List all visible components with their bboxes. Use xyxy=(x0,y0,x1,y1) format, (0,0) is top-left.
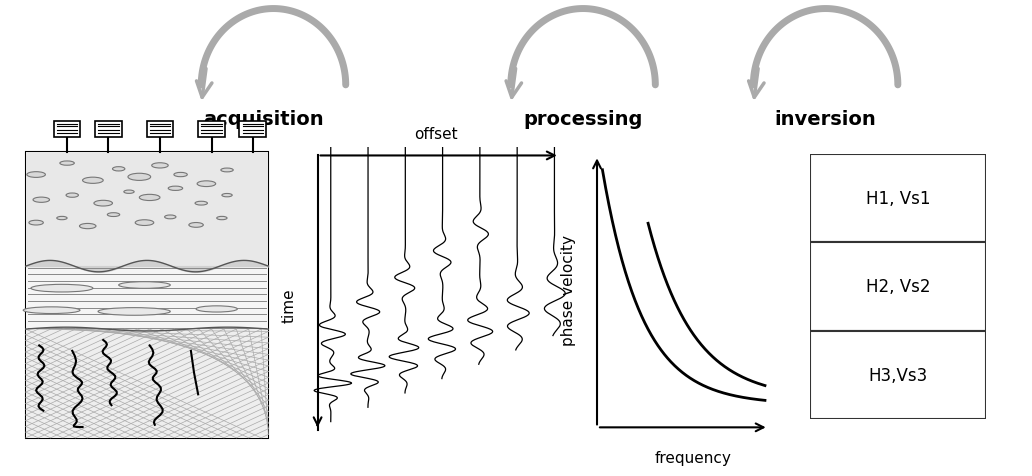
Text: inversion: inversion xyxy=(775,109,876,129)
Ellipse shape xyxy=(152,163,168,169)
Ellipse shape xyxy=(27,172,45,178)
Ellipse shape xyxy=(112,168,125,172)
Ellipse shape xyxy=(165,216,175,219)
Ellipse shape xyxy=(189,223,203,228)
Bar xyxy=(26,329,268,438)
Bar xyxy=(54,121,80,138)
Ellipse shape xyxy=(119,282,170,289)
Text: H1, Vs1: H1, Vs1 xyxy=(866,190,930,208)
Ellipse shape xyxy=(195,202,207,206)
Ellipse shape xyxy=(94,201,112,207)
Bar xyxy=(810,155,986,243)
Ellipse shape xyxy=(124,190,134,194)
Text: processing: processing xyxy=(523,109,643,129)
Ellipse shape xyxy=(217,217,227,220)
Bar xyxy=(239,121,266,138)
Ellipse shape xyxy=(31,285,93,292)
Ellipse shape xyxy=(57,217,67,220)
Ellipse shape xyxy=(196,306,237,312)
Text: time: time xyxy=(281,288,296,322)
Ellipse shape xyxy=(222,194,232,198)
Text: offset: offset xyxy=(414,127,458,142)
Ellipse shape xyxy=(79,224,96,229)
Ellipse shape xyxy=(168,187,183,191)
Ellipse shape xyxy=(60,162,74,166)
Ellipse shape xyxy=(139,195,160,201)
Ellipse shape xyxy=(173,173,188,178)
Ellipse shape xyxy=(128,174,151,181)
Ellipse shape xyxy=(107,213,120,217)
Text: acquisition: acquisition xyxy=(203,109,323,129)
Ellipse shape xyxy=(135,220,154,226)
Bar xyxy=(26,152,268,438)
Ellipse shape xyxy=(29,221,43,226)
Text: H3,Vs3: H3,Vs3 xyxy=(868,366,928,384)
Ellipse shape xyxy=(83,178,103,184)
Ellipse shape xyxy=(98,308,170,316)
Bar xyxy=(810,243,986,331)
Bar xyxy=(26,267,268,329)
Bar xyxy=(95,121,122,138)
Bar xyxy=(147,121,173,138)
Bar xyxy=(810,331,986,419)
Bar xyxy=(198,121,225,138)
Bar xyxy=(26,152,268,267)
Text: H2, Vs2: H2, Vs2 xyxy=(866,278,930,296)
Ellipse shape xyxy=(24,307,80,314)
Ellipse shape xyxy=(197,181,216,187)
Text: phase velocity: phase velocity xyxy=(560,235,576,346)
Ellipse shape xyxy=(33,198,50,203)
Ellipse shape xyxy=(66,194,78,198)
Ellipse shape xyxy=(221,169,233,172)
Text: frequency: frequency xyxy=(654,450,731,465)
